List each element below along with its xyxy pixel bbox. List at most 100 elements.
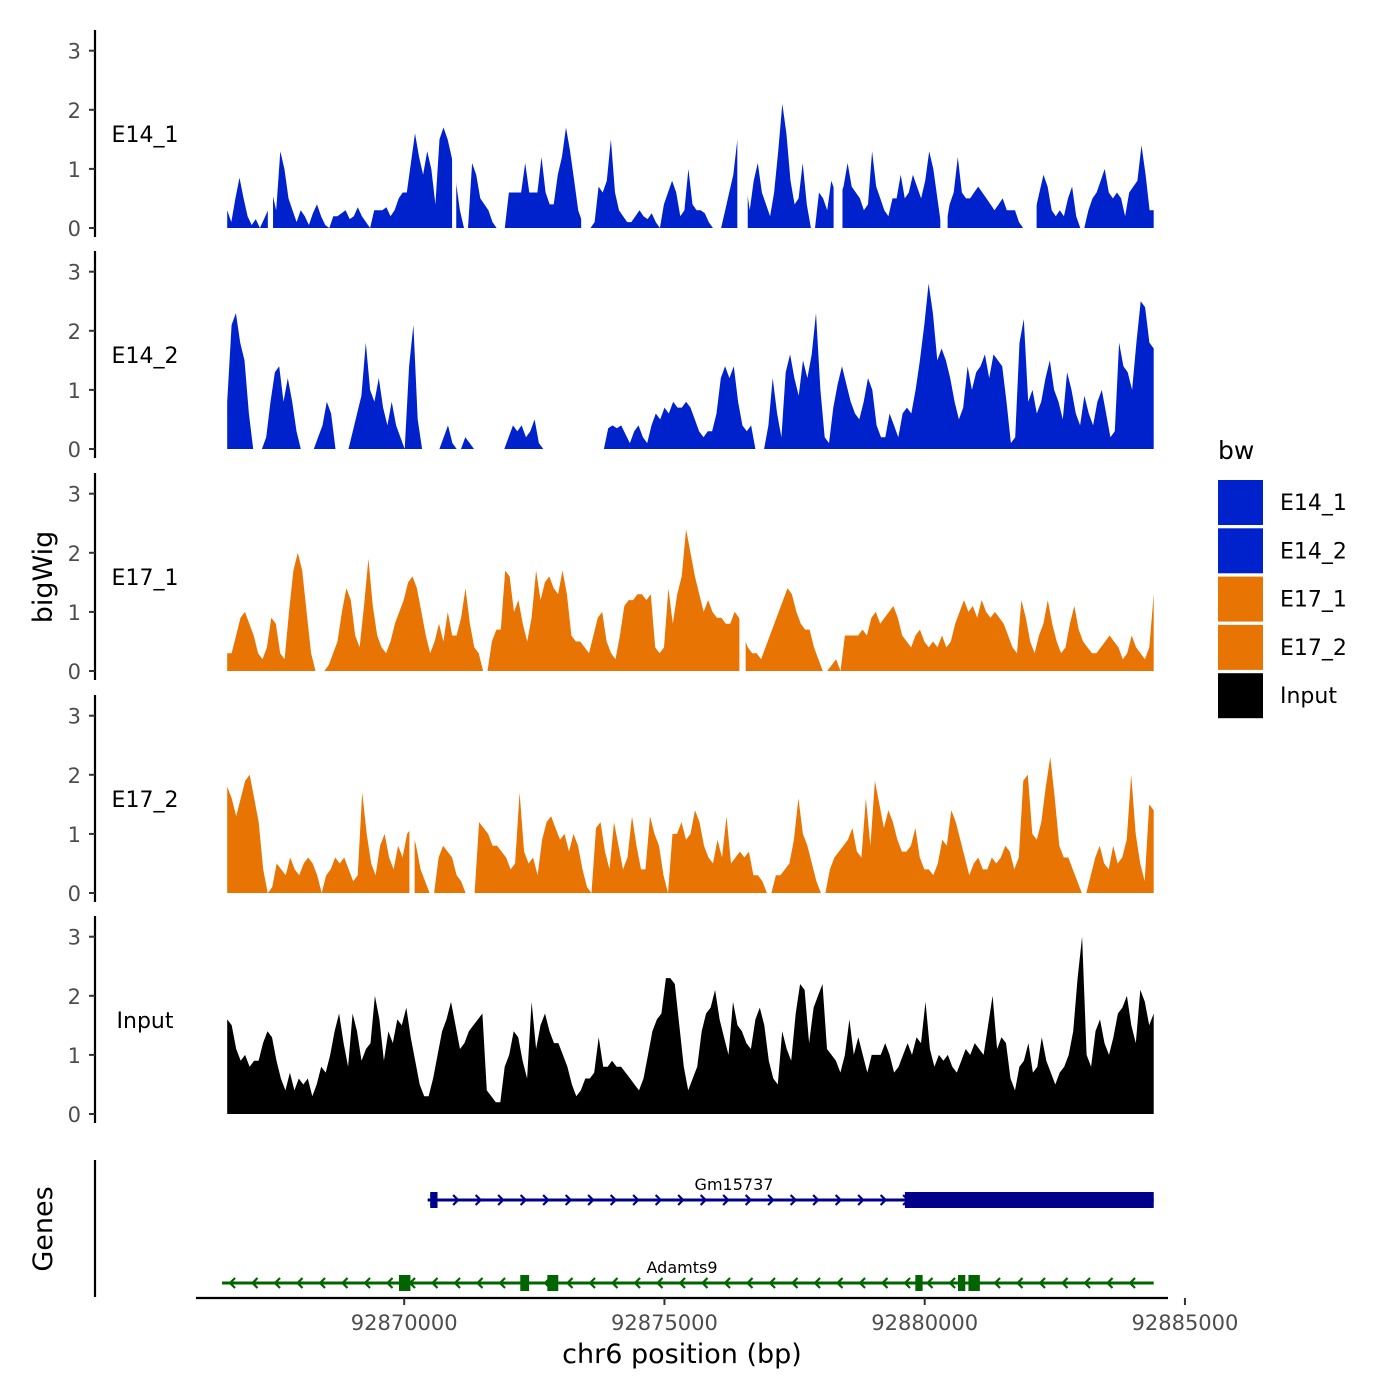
strand-chevron <box>1105 1277 1114 1289</box>
coverage-gap <box>940 30 948 229</box>
track-E14_1: 0 1 2 3 E14_1 <box>68 30 1154 241</box>
strand-chevron <box>722 1194 730 1206</box>
y-tick-label: 3 <box>68 40 81 64</box>
strand-chevron <box>1128 1277 1136 1289</box>
legend-title: bw <box>1218 436 1254 465</box>
gene-label: Adamts9 <box>647 1258 718 1277</box>
x-axis: 92870000 92875000 92880000 92885000 <box>196 1296 1239 1335</box>
y-tick-label: 0 <box>68 217 81 241</box>
strand-chevron <box>925 1277 934 1289</box>
strand-chevron <box>295 1277 304 1289</box>
y-tick-label: 3 <box>68 261 81 285</box>
legend-label: E17_2 <box>1280 636 1347 661</box>
strand-chevron <box>745 1277 754 1289</box>
gene-exon <box>398 1275 411 1291</box>
y-tick-label: 3 <box>68 926 81 950</box>
strand-chevron <box>677 1194 685 1206</box>
strand-chevron <box>858 1277 866 1289</box>
genes-track: Gm15737 Adamts9 <box>93 1160 1154 1297</box>
signal-tracks: 0 1 2 3 E14_1 0 1 2 3 E14_2 0 1 2 3 E17_1 0 1 2 3 E17_2 0 1 2 3… <box>68 30 1154 1127</box>
strand-chevron <box>363 1277 371 1289</box>
y-axis-title: bigWig <box>28 531 59 624</box>
area-E17_1 <box>227 529 1154 671</box>
y-tick-label: 0 <box>68 882 81 906</box>
track-E14_2: 0 1 2 3 E14_2 <box>68 251 1154 462</box>
genes-track-label: Genes <box>28 1186 59 1271</box>
x-tick-label: 92885000 <box>1132 1311 1239 1335</box>
gene-label: Gm15737 <box>695 1175 774 1194</box>
y-tick-label: 0 <box>68 660 81 684</box>
coverage-gap <box>737 30 748 229</box>
strand-chevron <box>474 1194 483 1206</box>
y-tick-label: 1 <box>68 1044 81 1068</box>
legend: bw E14_1 E14_2 E17_1 E17_2 Input <box>1218 436 1347 719</box>
legend-label: E14_2 <box>1280 539 1347 564</box>
strand-chevron <box>587 1194 595 1206</box>
legend-label: E14_1 <box>1280 491 1347 516</box>
gene-exon <box>520 1275 530 1291</box>
legend-label: E17_1 <box>1280 588 1347 613</box>
coverage-gap <box>833 30 843 229</box>
strand-chevron <box>340 1277 349 1289</box>
y-tick-label: 3 <box>68 483 81 507</box>
legend-swatch-Input <box>1218 673 1263 719</box>
strand-chevron <box>744 1194 753 1206</box>
track-E17_2: 0 1 2 3 E17_2 <box>68 695 1154 906</box>
track-E17_1: 0 1 2 3 E17_1 <box>68 473 1154 684</box>
strand-chevron <box>565 1277 574 1289</box>
x-tick-label: 92870000 <box>351 1311 458 1335</box>
strand-chevron <box>767 1194 775 1206</box>
strand-chevron <box>993 1277 1001 1289</box>
strand-chevron <box>1038 1277 1046 1289</box>
strand-chevron <box>768 1277 776 1289</box>
gene-exon <box>915 1275 923 1291</box>
strand-chevron <box>273 1277 281 1289</box>
strand-chevron <box>542 1194 550 1206</box>
coverage-gap <box>452 30 457 229</box>
coverage-gap <box>267 30 274 229</box>
strand-chevron <box>812 1194 820 1206</box>
strand-chevron <box>453 1277 461 1289</box>
gene-exon <box>968 1275 980 1291</box>
track-Input: 0 1 2 3 Input <box>68 916 1154 1127</box>
y-tick-label: 2 <box>68 985 81 1009</box>
x-tick-label: 92875000 <box>611 1311 718 1335</box>
strand-chevron <box>1015 1277 1024 1289</box>
y-tick-label: 2 <box>68 99 81 123</box>
legend-swatch-E17_1 <box>1218 576 1263 622</box>
track-label: Input <box>117 1009 174 1034</box>
y-tick-label: 1 <box>68 601 81 625</box>
strand-chevron <box>497 1194 505 1206</box>
area-E17_2 <box>227 757 1154 893</box>
strand-chevron <box>813 1277 821 1289</box>
strand-chevron <box>475 1277 484 1289</box>
strand-chevron <box>857 1194 865 1206</box>
legend-swatch-E14_1 <box>1218 480 1263 525</box>
track-label: E14_2 <box>112 344 179 369</box>
strand-chevron <box>519 1194 528 1206</box>
gene-exon <box>958 1275 966 1291</box>
strand-chevron <box>880 1277 889 1289</box>
strand-chevron <box>903 1277 911 1289</box>
strand-chevron <box>834 1194 843 1206</box>
area-E14_2 <box>227 283 1154 449</box>
strand-chevron <box>385 1277 394 1289</box>
y-tick-label: 0 <box>68 438 81 462</box>
area-Input <box>227 936 1154 1114</box>
strand-chevron <box>1083 1277 1091 1289</box>
strand-chevron <box>879 1194 888 1206</box>
strand-chevron <box>609 1194 618 1206</box>
coverage-gap <box>1029 30 1037 229</box>
strand-chevron <box>699 1194 708 1206</box>
legend-label: Input <box>1280 684 1337 709</box>
y-tick-label: 1 <box>68 158 81 182</box>
strand-chevron <box>250 1277 259 1289</box>
y-tick-label: 0 <box>68 1103 81 1127</box>
strand-chevron <box>700 1277 709 1289</box>
y-tick-label: 2 <box>68 764 81 788</box>
strand-chevron <box>610 1277 619 1289</box>
strand-chevron <box>655 1277 664 1289</box>
track-label: E14_1 <box>112 123 179 148</box>
